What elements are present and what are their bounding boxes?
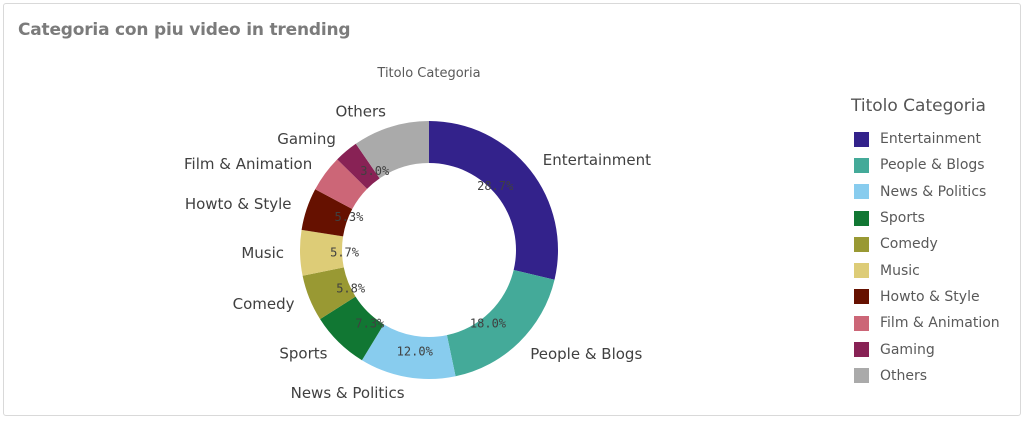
value-labels: 28.7% 18.0% 12.0% 7.3% 5.8% 5.7% 5.3% 3.0%	[330, 164, 514, 358]
legend-label: News & Politics	[880, 183, 987, 200]
slice-music[interactable]	[300, 229, 344, 276]
legend-label: Entertainment	[880, 131, 982, 148]
slice-gaming[interactable]	[337, 143, 380, 189]
legend-item-news-politics[interactable]: News & Politics	[851, 179, 1000, 205]
chart-title: Titolo Categoria	[376, 66, 480, 81]
value-label-howto-style: 5.3%	[334, 210, 364, 224]
legend-item-comedy[interactable]: Comedy	[851, 231, 1000, 257]
legend-label: Film & Animation	[880, 315, 1000, 332]
legend-label: Howto & Style	[880, 288, 980, 305]
legend-label: Others	[880, 367, 928, 384]
legend: Titolo Categoria Entertainment People & B…	[851, 96, 1000, 389]
slice-film-animation[interactable]	[315, 159, 368, 210]
legend-items: Entertainment People & Blogs News & Politi…	[851, 126, 1000, 389]
legend-swatch	[854, 157, 869, 173]
category-label-sports: Sports	[279, 344, 327, 362]
legend-swatch	[854, 315, 869, 331]
legend-title: Titolo Categoria	[851, 96, 986, 116]
legend-label: Comedy	[880, 236, 938, 253]
value-label-gaming: 3.0%	[360, 164, 390, 178]
legend-item-gaming[interactable]: Gaming	[851, 336, 1000, 362]
value-label-sports: 7.3%	[355, 317, 385, 331]
legend-item-sports[interactable]: Sports	[851, 205, 1000, 231]
donut-slices	[300, 121, 558, 379]
legend-item-entertainment[interactable]: Entertainment	[851, 126, 1000, 152]
value-label-music: 5.7%	[330, 245, 360, 259]
slice-people-blogs[interactable]	[446, 270, 555, 377]
category-label-howto-style: Howto & Style	[185, 195, 292, 213]
legend-item-film-animation[interactable]: Film & Animation	[851, 310, 1000, 336]
category-label-people-blogs: People & Blogs	[530, 345, 642, 363]
legend-swatch	[854, 184, 869, 200]
legend-label: People & Blogs	[880, 157, 985, 174]
category-label-comedy: Comedy	[233, 295, 295, 313]
value-label-people-blogs: 18.0%	[470, 317, 507, 331]
slice-others[interactable]	[355, 121, 429, 179]
legend-item-music[interactable]: Music	[851, 257, 1000, 283]
legend-swatch	[854, 289, 869, 305]
category-label-news-politics: News & Politics	[291, 384, 405, 402]
slice-news-politics[interactable]	[361, 324, 456, 379]
card-title: Categoria con piu video in trending	[18, 20, 351, 40]
category-label-others: Others	[336, 103, 387, 121]
legend-label: Sports	[880, 210, 925, 227]
category-label-film-animation: Film & Animation	[184, 155, 312, 173]
legend-item-others[interactable]: Others	[851, 363, 1000, 389]
legend-swatch	[854, 131, 869, 147]
slice-entertainment[interactable]	[429, 121, 558, 280]
category-label-music: Music	[241, 244, 284, 262]
legend-label: Music	[880, 262, 920, 279]
legend-swatch	[854, 342, 869, 358]
value-label-entertainment: 28.7%	[477, 179, 514, 193]
legend-swatch	[854, 263, 869, 279]
legend-swatch	[854, 368, 869, 384]
legend-item-people-blogs[interactable]: People & Blogs	[851, 152, 1000, 178]
value-label-news-politics: 12.0%	[397, 345, 434, 359]
slice-sports[interactable]	[320, 296, 384, 361]
category-label-entertainment: Entertainment	[543, 151, 651, 169]
slice-howto-style[interactable]	[301, 189, 353, 237]
value-label-comedy: 5.8%	[336, 282, 366, 296]
legend-label: Gaming	[880, 341, 935, 358]
legend-item-howto-style[interactable]: Howto & Style	[851, 284, 1000, 310]
legend-swatch	[854, 210, 869, 226]
category-labels: Entertainment People & Blogs News & Politi…	[184, 103, 651, 402]
slice-comedy[interactable]	[302, 267, 356, 320]
legend-swatch	[854, 236, 869, 252]
category-label-gaming: Gaming	[277, 130, 336, 148]
